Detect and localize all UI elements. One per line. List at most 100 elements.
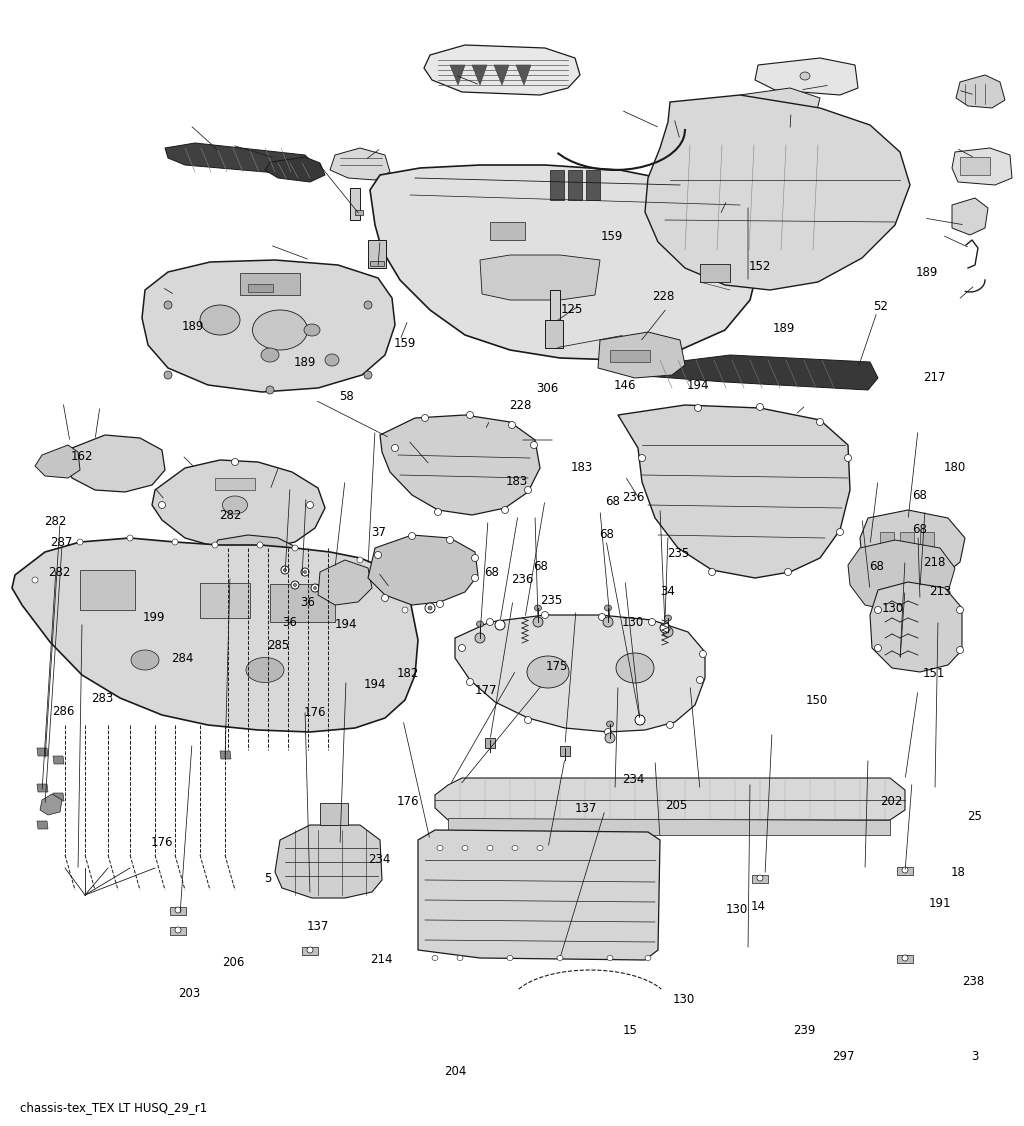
Ellipse shape <box>402 607 408 613</box>
Ellipse shape <box>663 627 673 637</box>
Ellipse shape <box>437 846 443 850</box>
Polygon shape <box>370 166 760 360</box>
Ellipse shape <box>534 617 543 627</box>
Ellipse shape <box>159 501 166 509</box>
Ellipse shape <box>231 545 239 552</box>
Text: 37: 37 <box>372 526 386 539</box>
Ellipse shape <box>639 455 645 462</box>
Bar <box>560 747 570 756</box>
Bar <box>200 583 250 618</box>
Ellipse shape <box>253 310 307 350</box>
Ellipse shape <box>598 614 605 620</box>
Polygon shape <box>735 88 820 125</box>
Bar <box>368 240 386 268</box>
Ellipse shape <box>645 956 651 960</box>
Text: 287: 287 <box>50 536 73 549</box>
Text: 297: 297 <box>833 1049 855 1063</box>
Polygon shape <box>368 535 478 605</box>
Text: 159: 159 <box>601 230 624 243</box>
Text: 189: 189 <box>294 356 316 369</box>
Text: 146: 146 <box>613 378 636 392</box>
Ellipse shape <box>306 501 313 509</box>
Ellipse shape <box>432 956 438 960</box>
Text: 176: 176 <box>304 706 327 720</box>
Ellipse shape <box>364 301 372 309</box>
Bar <box>920 531 934 552</box>
Bar <box>880 531 894 552</box>
Text: 176: 176 <box>396 795 419 808</box>
Ellipse shape <box>200 305 240 336</box>
Text: 189: 189 <box>181 320 204 333</box>
Polygon shape <box>956 75 1005 108</box>
Ellipse shape <box>487 846 493 850</box>
Bar <box>302 947 318 955</box>
Ellipse shape <box>127 535 133 540</box>
Polygon shape <box>450 65 465 84</box>
Text: 282: 282 <box>219 509 242 522</box>
Polygon shape <box>755 59 858 95</box>
Ellipse shape <box>382 595 388 601</box>
Ellipse shape <box>603 617 613 627</box>
Ellipse shape <box>266 386 274 394</box>
Bar <box>350 188 360 220</box>
Text: 203: 203 <box>178 986 201 1000</box>
Polygon shape <box>65 435 165 492</box>
Polygon shape <box>330 148 390 180</box>
Ellipse shape <box>281 566 289 574</box>
Ellipse shape <box>604 605 611 611</box>
Polygon shape <box>618 405 850 578</box>
Ellipse shape <box>261 348 279 361</box>
Ellipse shape <box>131 650 159 670</box>
Polygon shape <box>952 148 1012 185</box>
Text: 236: 236 <box>511 573 534 587</box>
Ellipse shape <box>757 403 764 411</box>
Polygon shape <box>472 65 487 84</box>
Bar <box>270 584 335 622</box>
Bar <box>370 261 384 266</box>
Ellipse shape <box>291 581 299 589</box>
Text: 14: 14 <box>751 900 765 913</box>
Ellipse shape <box>616 653 654 683</box>
Bar <box>586 170 600 200</box>
Text: 204: 204 <box>444 1065 467 1079</box>
Ellipse shape <box>313 587 316 590</box>
Ellipse shape <box>467 679 473 686</box>
Ellipse shape <box>660 623 670 633</box>
Text: 68: 68 <box>599 528 613 542</box>
Text: 236: 236 <box>622 491 644 504</box>
Ellipse shape <box>902 867 908 873</box>
Bar <box>545 320 563 348</box>
Ellipse shape <box>172 539 178 545</box>
Ellipse shape <box>486 618 494 626</box>
Text: 151: 151 <box>923 667 945 680</box>
Ellipse shape <box>665 615 672 622</box>
Ellipse shape <box>459 644 466 652</box>
Polygon shape <box>40 794 62 815</box>
Text: 189: 189 <box>915 266 938 279</box>
Text: 194: 194 <box>335 618 357 632</box>
Bar <box>961 157 990 175</box>
Ellipse shape <box>502 507 509 513</box>
Text: 137: 137 <box>574 802 597 815</box>
Ellipse shape <box>391 445 398 452</box>
Bar <box>80 570 135 610</box>
Ellipse shape <box>231 458 239 465</box>
Ellipse shape <box>507 956 513 960</box>
Ellipse shape <box>32 577 38 583</box>
Ellipse shape <box>476 622 483 627</box>
Ellipse shape <box>175 927 181 933</box>
Polygon shape <box>265 157 325 182</box>
Bar <box>897 867 913 875</box>
Ellipse shape <box>303 571 306 573</box>
Ellipse shape <box>246 658 284 682</box>
Ellipse shape <box>709 569 716 575</box>
Ellipse shape <box>524 486 531 493</box>
Text: 25: 25 <box>968 810 982 823</box>
Polygon shape <box>455 615 705 732</box>
Ellipse shape <box>635 715 645 725</box>
Text: 282: 282 <box>48 565 71 579</box>
Ellipse shape <box>530 441 538 448</box>
Ellipse shape <box>434 509 441 516</box>
Text: 68: 68 <box>534 560 548 573</box>
Ellipse shape <box>699 651 707 658</box>
